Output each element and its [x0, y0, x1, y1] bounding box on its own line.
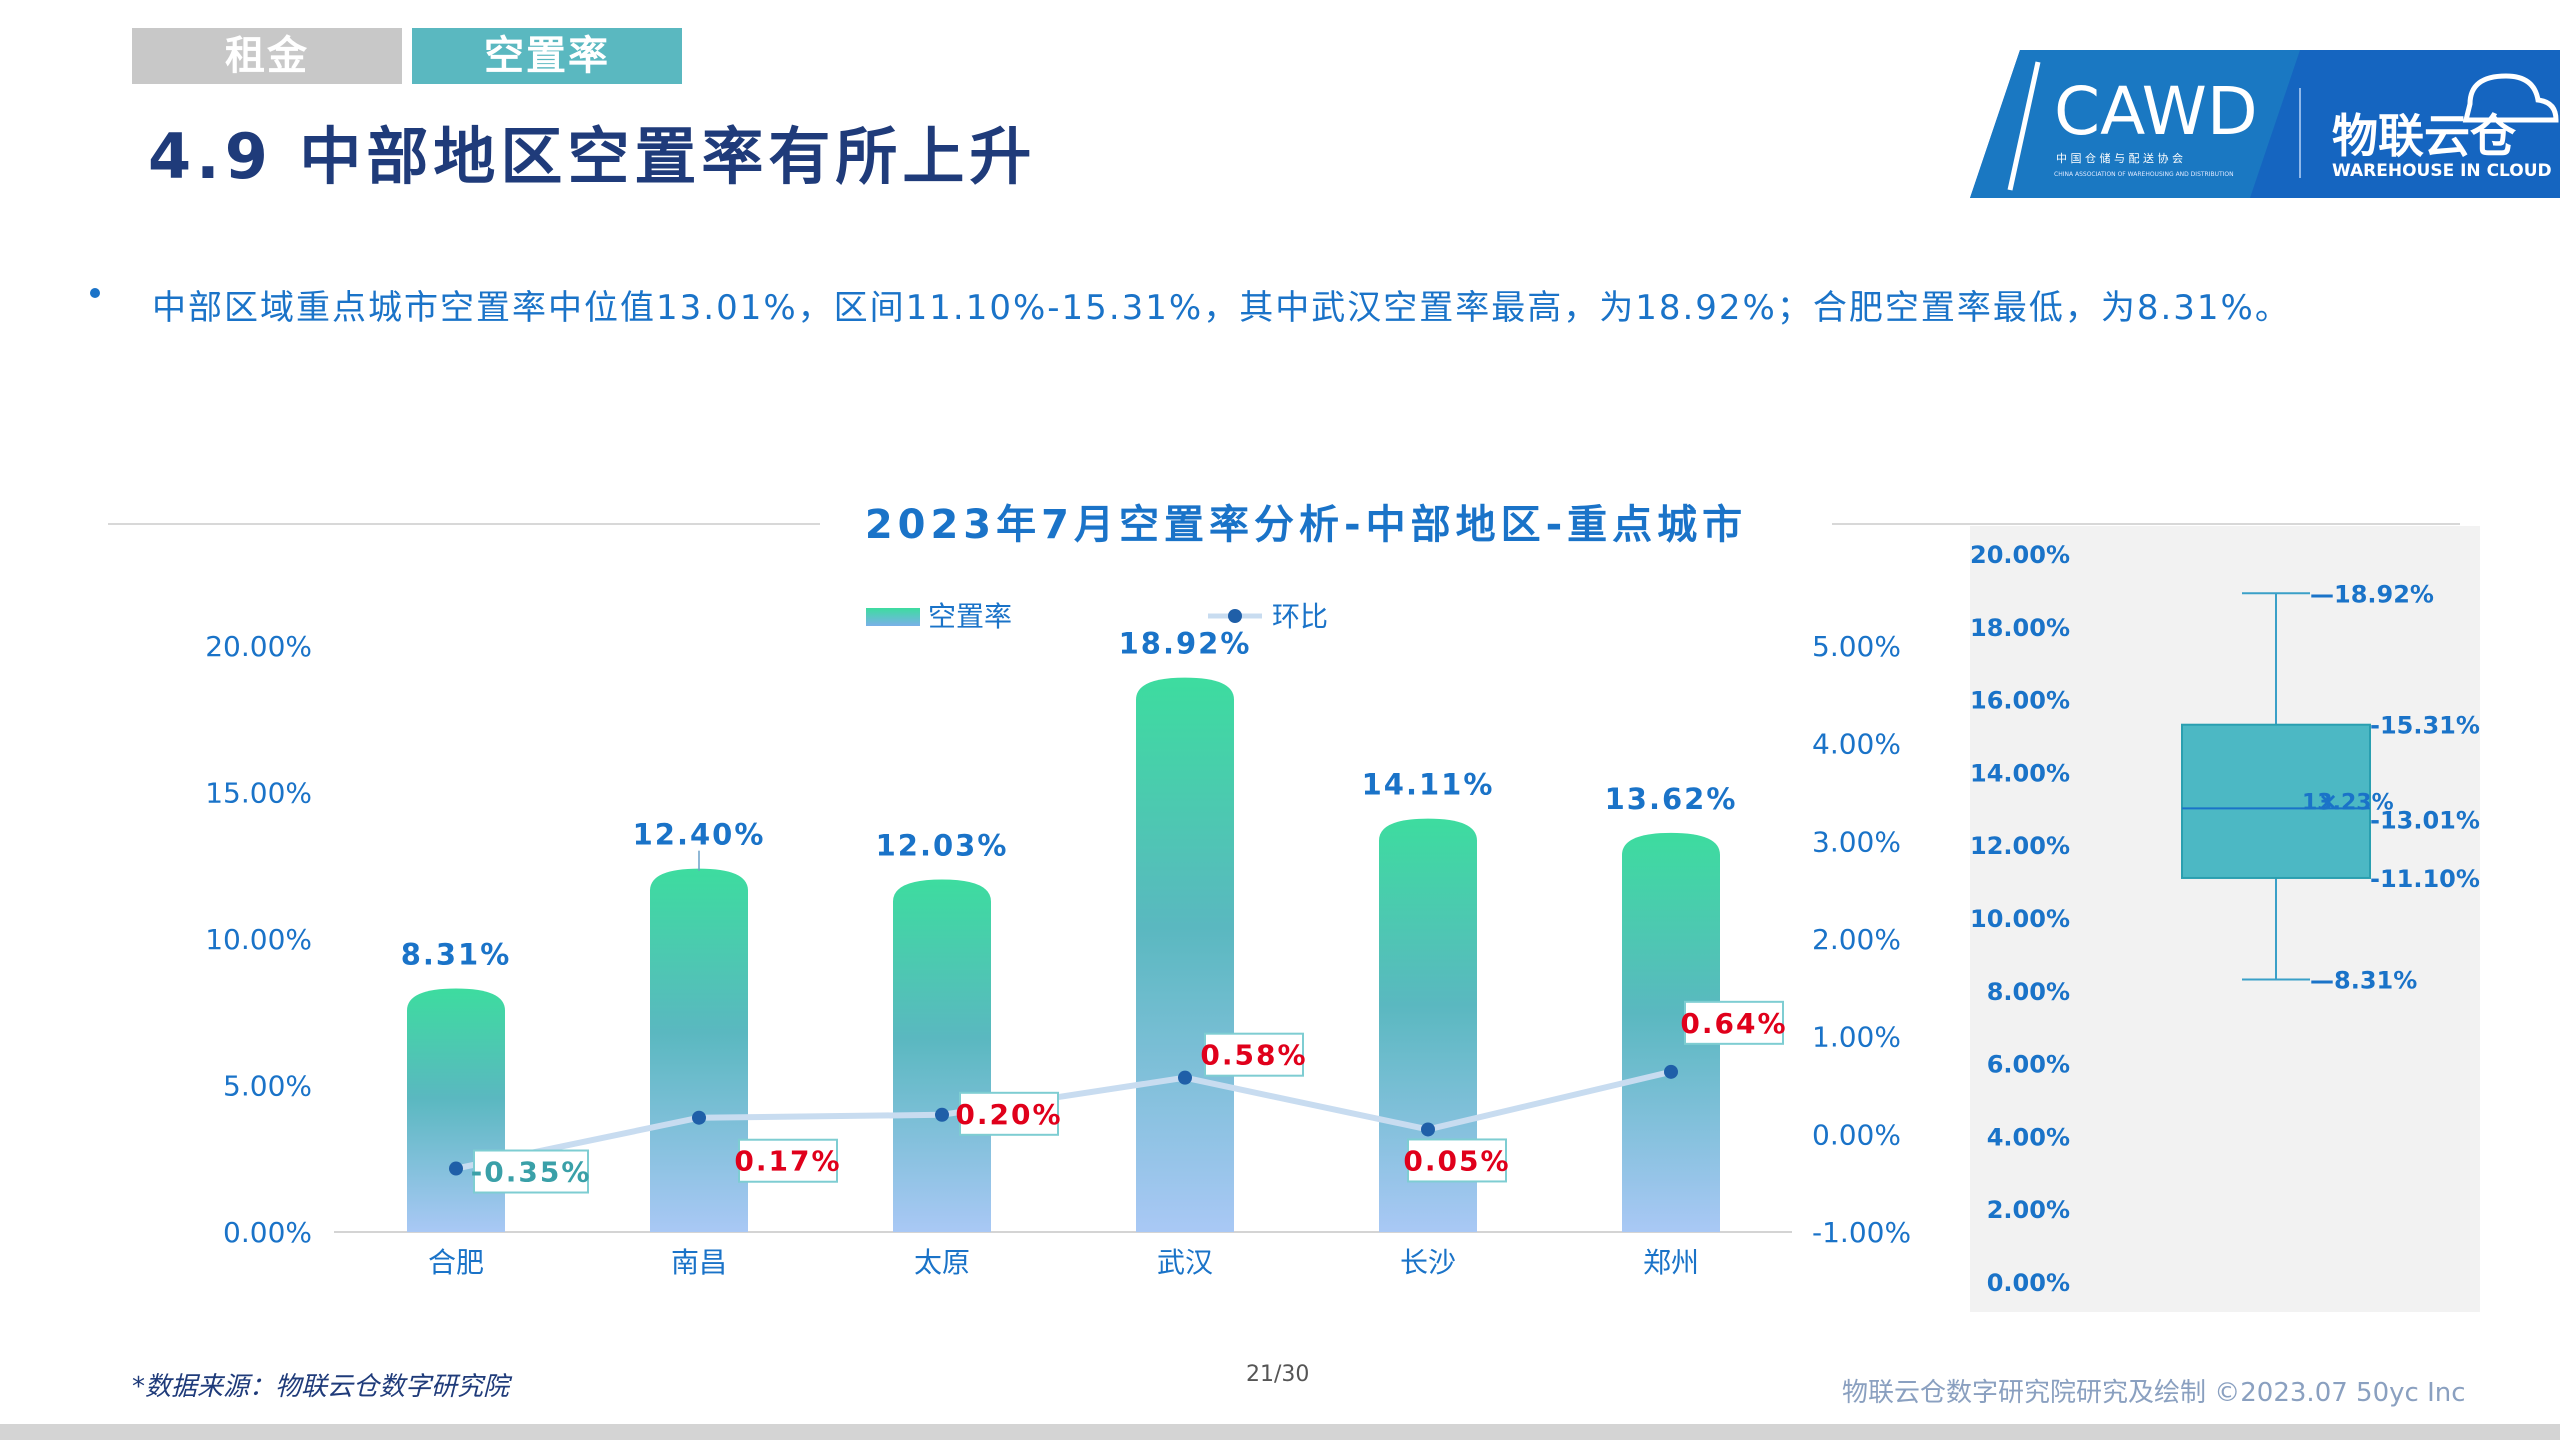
box-label-max: —18.92%: [2310, 580, 2434, 608]
box-y-tick: 16.00%: [1970, 687, 2070, 715]
cloud-icon: [2462, 73, 2559, 123]
box-y-tick: 0.00%: [1987, 1269, 2070, 1297]
y-right-tick: 3.00%: [1812, 825, 1901, 858]
mom-label-box: [473, 1149, 589, 1194]
x-tick-label: 合肥: [428, 1246, 484, 1279]
y-right-tick: 4.00%: [1812, 728, 1901, 761]
mom-value-label: -0.35%: [471, 1156, 592, 1189]
mom-point: [1664, 1064, 1678, 1079]
box-y-tick: 12.00%: [1970, 832, 2070, 860]
chart-title: 2023年7月空置率分析-中部地区-重点城市: [865, 502, 1747, 548]
mom-value-label: 0.20%: [955, 1098, 1062, 1131]
tab-vacancy-rate[interactable]: 空置率: [412, 28, 682, 84]
box-y-tick: 10.00%: [1970, 905, 2070, 933]
boxplot-panel: [1970, 526, 2480, 1312]
box-label-mean: 13.23%: [2302, 790, 2394, 815]
logo-brand-text: CAWD: [2054, 73, 2258, 150]
mom-value-label: 0.17%: [734, 1145, 841, 1178]
box-y-tick: 18.00%: [1970, 614, 2070, 642]
data-source-note: *数据来源：物联云仓数字研究院: [132, 1372, 510, 1402]
y-right-tick: -1.00%: [1812, 1216, 1911, 1249]
mom-value-label: 0.58%: [1200, 1039, 1307, 1072]
mom-label-box: [959, 1091, 1059, 1136]
legend-line-label: 环比: [1272, 600, 1328, 633]
mom-point: [449, 1161, 463, 1176]
mom-point: [935, 1107, 949, 1122]
y-left-tick: 10.00%: [205, 923, 312, 956]
x-tick-label: 武汉: [1157, 1246, 1213, 1279]
box-label-q3: -15.31%: [2370, 712, 2480, 740]
y-left-tick: 20.00%: [205, 630, 312, 663]
x-tick-label: 长沙: [1400, 1246, 1456, 1279]
y-left-tick: 15.00%: [205, 777, 312, 810]
logo-partner-text: 物联云仓: [2332, 109, 2517, 163]
box-mean-marker: ×: [2318, 787, 2338, 815]
y-left-tick: 5.00%: [223, 1070, 312, 1103]
y-right-tick: 0.00%: [1812, 1118, 1901, 1151]
bar-value-label: 12.03%: [876, 829, 1009, 863]
cawd-logo: CAWD 中 国 仓 储 与 配 送 协 会 CHINA ASSOCIATION…: [1970, 50, 2560, 198]
bar: [650, 868, 748, 1232]
mom-point: [1178, 1070, 1192, 1085]
summary-text: 中部区域重点城市空置率中位值13.01%，区间11.10%-15.31%，其中武…: [152, 288, 2291, 328]
box-label-median: -13.01%: [2370, 806, 2480, 834]
bullet-icon: [90, 288, 100, 298]
box-y-tick: 8.00%: [1987, 978, 2070, 1006]
y-right-tick: 2.00%: [1812, 923, 1901, 956]
bar: [1136, 677, 1234, 1232]
mom-label-box: [1204, 1032, 1304, 1077]
page-number: 21/30: [1246, 1362, 1310, 1387]
legend-bar-label: 空置率: [928, 600, 1012, 633]
x-tick-label: 南昌: [671, 1246, 727, 1279]
box-label-min: —8.31%: [2310, 967, 2417, 995]
mom-value-label: 0.64%: [1680, 1007, 1787, 1040]
bar: [1622, 832, 1720, 1232]
y-left-tick: 0.00%: [223, 1216, 312, 1249]
tab-rent[interactable]: 租金: [132, 28, 402, 84]
legend-bar-swatch: [866, 608, 920, 626]
box-y-tick: 2.00%: [1987, 1196, 2070, 1224]
bottom-bar: [0, 1424, 2560, 1440]
legend-line-dot: [1228, 609, 1242, 623]
y-right-tick: 5.00%: [1812, 630, 1901, 663]
mom-label-box: [1684, 1000, 1784, 1045]
bar: [893, 879, 991, 1232]
box-label-q1: -11.10%: [2370, 865, 2480, 893]
bar-value-label: 18.92%: [1119, 627, 1252, 661]
box-y-tick: 14.00%: [1970, 759, 2070, 787]
box-y-tick: 20.00%: [1970, 541, 2070, 569]
box-y-tick: 6.00%: [1987, 1051, 2070, 1079]
bar: [1379, 818, 1477, 1232]
bar-value-label: 14.11%: [1362, 768, 1495, 802]
box-iqr: [2181, 723, 2371, 879]
x-tick-label: 郑州: [1643, 1246, 1699, 1279]
logo-partner-en-text: WAREHOUSE IN CLOUD: [2332, 161, 2552, 181]
x-tick-label: 太原: [914, 1246, 970, 1279]
logo-cn-text: 中 国 仓 储 与 配 送 协 会: [2056, 151, 2183, 165]
footer-credit: 物联云仓数字研究院研究及绘制 ©2023.07 50yc Inc: [1842, 1378, 2466, 1408]
mom-point: [692, 1110, 706, 1125]
y-right-tick: 1.00%: [1812, 1021, 1901, 1054]
bar: [407, 988, 505, 1232]
mom-line: [455, 1068, 1672, 1172]
mom-label-box: [1407, 1138, 1507, 1183]
bar-value-label: 8.31%: [401, 938, 512, 972]
bar-value-label: 13.62%: [1605, 782, 1738, 816]
box-y-tick: 4.00%: [1987, 1123, 2070, 1151]
page-title: 4.9 中部地区空置率有所上升: [148, 120, 1037, 193]
bar-value-label: 12.40%: [633, 818, 766, 852]
mom-point: [1421, 1122, 1435, 1137]
mom-label-box: [738, 1138, 838, 1183]
logo-en-text: CHINA ASSOCIATION OF WAREHOUSING AND DIS…: [2054, 171, 2234, 178]
mom-value-label: 0.05%: [1403, 1144, 1510, 1177]
